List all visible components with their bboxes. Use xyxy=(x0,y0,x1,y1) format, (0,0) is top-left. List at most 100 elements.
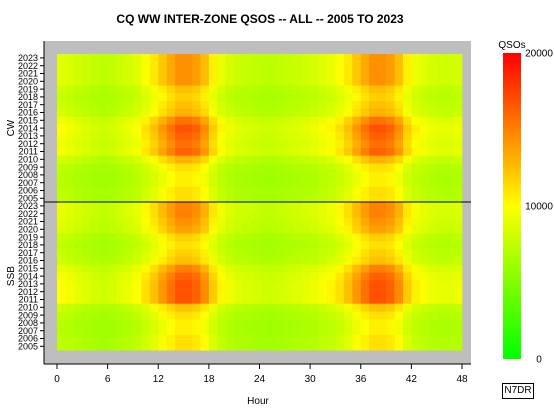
heatmap-cell xyxy=(158,233,167,242)
heatmap-cell xyxy=(369,256,378,265)
heatmap-cell xyxy=(352,295,362,304)
heatmap-cell xyxy=(259,147,269,156)
heatmap-cell xyxy=(360,171,370,180)
heatmap-cell xyxy=(327,139,336,148)
heatmap-cell xyxy=(175,178,184,187)
heatmap-cell xyxy=(107,295,117,304)
heatmap-cell xyxy=(225,311,235,320)
heatmap-cell xyxy=(284,342,294,351)
heatmap-cell xyxy=(183,61,193,70)
heatmap-cell xyxy=(200,93,210,102)
heatmap-cell xyxy=(251,342,260,351)
heatmap-cell xyxy=(99,61,108,70)
heatmap-cell xyxy=(428,116,437,125)
panel-label: SSB xyxy=(6,266,17,286)
heatmap-cell xyxy=(259,85,269,94)
heatmap-cell xyxy=(284,311,294,320)
heatmap-cell xyxy=(327,256,336,265)
heatmap-cell xyxy=(402,186,412,195)
heatmap-cell xyxy=(183,77,193,86)
heatmap-cell xyxy=(149,272,159,281)
heatmap-cell xyxy=(301,326,311,335)
heatmap-cell xyxy=(259,194,269,203)
heatmap-cell xyxy=(276,280,286,289)
heatmap-cell xyxy=(73,256,83,265)
heatmap-cell xyxy=(183,54,193,63)
heatmap-cell xyxy=(90,326,100,335)
heatmap-cell xyxy=(251,61,260,70)
heatmap-cell xyxy=(386,54,395,63)
heatmap-cell xyxy=(234,132,243,141)
heatmap-cell xyxy=(377,202,387,211)
heatmap-cell xyxy=(132,186,142,195)
heatmap-cell xyxy=(402,217,412,226)
heatmap-cell xyxy=(259,54,269,63)
heatmap-cell xyxy=(166,209,176,218)
heatmap-cell xyxy=(90,241,100,250)
heatmap-cell xyxy=(116,303,125,312)
heatmap-cell xyxy=(386,186,395,195)
heatmap-cell xyxy=(124,202,134,211)
heatmap-cell xyxy=(377,171,387,180)
heatmap-cell xyxy=(225,194,235,203)
heatmap-cell xyxy=(234,342,243,351)
heatmap-cell xyxy=(175,326,184,335)
heatmap-cell xyxy=(310,303,319,312)
heatmap-cell xyxy=(453,85,463,94)
heatmap-cell xyxy=(107,202,117,211)
heatmap-cell xyxy=(183,264,193,273)
heatmap-cell xyxy=(116,287,125,296)
heatmap-cell xyxy=(386,264,395,273)
heatmap-cell xyxy=(369,155,378,164)
heatmap-cell xyxy=(116,233,125,242)
heatmap-cell xyxy=(284,147,294,156)
heatmap-cell xyxy=(386,155,395,164)
heatmap-cell xyxy=(259,264,269,273)
heatmap-cell xyxy=(369,163,378,172)
heatmap-cell xyxy=(327,54,336,63)
heatmap-cell xyxy=(65,217,75,226)
heatmap-cell xyxy=(386,139,395,148)
heatmap-cell xyxy=(65,85,75,94)
heatmap-cell xyxy=(217,178,227,187)
heatmap-cell xyxy=(175,209,184,218)
heatmap-cell xyxy=(82,287,92,296)
heatmap-cell xyxy=(73,194,83,203)
heatmap-cell xyxy=(166,186,176,195)
heatmap-cell xyxy=(242,77,252,86)
heatmap-cell xyxy=(402,295,412,304)
heatmap-cell xyxy=(343,233,353,242)
heatmap-cell xyxy=(386,342,395,351)
heatmap-cell xyxy=(453,225,463,234)
heatmap-cell xyxy=(428,241,437,250)
heatmap-cell xyxy=(141,77,151,86)
y-tick-label: 2022 xyxy=(18,209,38,219)
heatmap-cell xyxy=(445,100,454,109)
heatmap-cell xyxy=(175,147,184,156)
heatmap-cell xyxy=(419,100,429,109)
heatmap-cell xyxy=(82,194,92,203)
heatmap-cell xyxy=(90,295,100,304)
heatmap-cell xyxy=(141,116,151,125)
heatmap-cell xyxy=(166,77,176,86)
heatmap-cell xyxy=(166,194,176,203)
heatmap-cell xyxy=(158,241,167,250)
heatmap-cell xyxy=(267,264,277,273)
heatmap-cell xyxy=(192,163,201,172)
heatmap-cell xyxy=(65,225,75,234)
heatmap-cell xyxy=(386,100,395,109)
heatmap-cell xyxy=(335,100,345,109)
heatmap-cell xyxy=(73,287,83,296)
heatmap-cell xyxy=(82,93,92,102)
heatmap-cell xyxy=(402,225,412,234)
heatmap-cell xyxy=(234,54,243,63)
heatmap-cell xyxy=(158,147,167,156)
heatmap-cell xyxy=(124,295,134,304)
heatmap-cell xyxy=(175,54,184,63)
heatmap-cell xyxy=(276,287,286,296)
heatmap-cell xyxy=(107,93,117,102)
heatmap-cell xyxy=(166,287,176,296)
heatmap-cell xyxy=(267,326,277,335)
heatmap-cell xyxy=(369,280,378,289)
heatmap-cell xyxy=(251,241,260,250)
